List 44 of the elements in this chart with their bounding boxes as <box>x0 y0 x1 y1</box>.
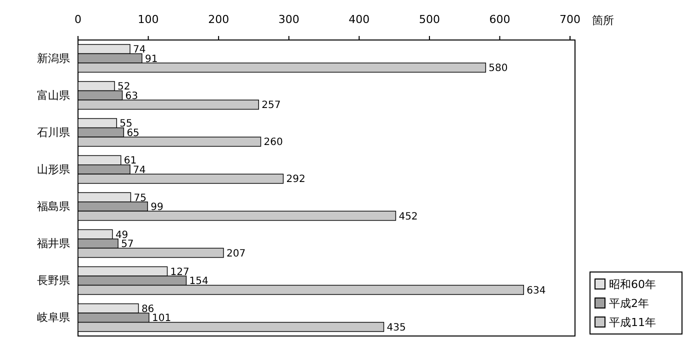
y-tick-label: 山形県 <box>37 162 70 176</box>
data-label: 154 <box>189 276 208 288</box>
x-tick-label: 100 <box>138 13 159 26</box>
x-tick-label: 0 <box>74 13 82 26</box>
y-tick-label: 石川県 <box>37 126 70 139</box>
y-tick-label: 岐阜県 <box>37 311 70 324</box>
x-tick-label: 200 <box>208 13 230 26</box>
data-label: 452 <box>398 211 418 222</box>
data-label: 57 <box>121 239 134 250</box>
data-label: 86 <box>141 304 154 315</box>
data-label: 49 <box>115 230 128 241</box>
x-tick-label: 600 <box>489 13 510 26</box>
data-label: 580 <box>488 63 508 74</box>
data-label: 91 <box>144 54 158 65</box>
y-tick-label: 福井県 <box>37 237 70 250</box>
data-label: 75 <box>134 192 146 204</box>
y-tick-label: 富山県 <box>37 88 70 102</box>
data-label: 74 <box>133 44 146 56</box>
data-label: 65 <box>126 128 140 139</box>
data-label: 101 <box>152 313 172 324</box>
legend-label: 平成11年 <box>609 316 656 329</box>
data-label: 634 <box>526 285 546 296</box>
legend-label: 平成2年 <box>609 296 649 310</box>
data-label: 52 <box>118 82 130 93</box>
data-label: 127 <box>170 266 190 278</box>
data-label: 99 <box>150 202 164 214</box>
x-tick-label: 700 <box>560 13 581 26</box>
x-tick-label: 400 <box>348 13 370 26</box>
data-label: 260 <box>264 137 283 148</box>
data-label: 207 <box>226 248 246 260</box>
data-label: 74 <box>133 164 146 176</box>
x-tick-label: 500 <box>418 13 440 26</box>
x-axis-title: 箇所 <box>592 14 614 27</box>
y-tick-label: 福島県 <box>37 200 70 214</box>
data-label: 63 <box>125 90 138 102</box>
data-label: 292 <box>286 174 306 186</box>
data-label: 55 <box>120 118 132 130</box>
data-label: 61 <box>124 156 137 167</box>
data-label: 257 <box>262 100 281 112</box>
y-tick-label: 長野県 <box>37 274 70 288</box>
x-tick-label: 300 <box>278 13 300 26</box>
y-tick-label: 新潟県 <box>37 52 70 65</box>
data-label: 435 <box>386 322 406 334</box>
legend-label: 昭和60年 <box>609 278 656 291</box>
